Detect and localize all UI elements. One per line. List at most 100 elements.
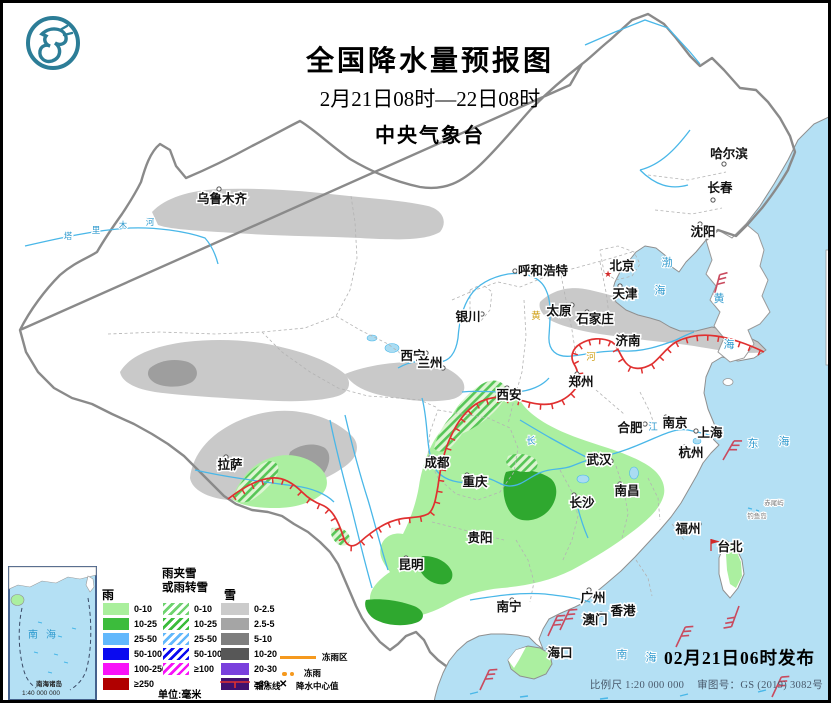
city-label: 济南 <box>615 333 641 348</box>
frost-tick <box>397 519 401 525</box>
frost-tick <box>650 363 656 370</box>
publish-time: 02月21日06时发布 <box>664 648 815 668</box>
legend-sleet-header-1: 雨夹雪 <box>162 568 197 580</box>
city-dot <box>423 350 429 356</box>
city-label: 合肥 <box>617 420 643 435</box>
legend-row: 0-10 <box>163 601 222 616</box>
frost-tick <box>727 338 731 345</box>
city-dot <box>512 268 518 274</box>
national-border <box>18 12 797 667</box>
frost-tick <box>289 484 294 490</box>
frost-tick <box>467 410 473 416</box>
inset-sea-label-2: 海 <box>46 628 56 641</box>
water-label: 长 <box>526 435 536 447</box>
frost-tick <box>588 339 592 346</box>
precip-center-x-symbol: ✕ <box>279 679 288 690</box>
frost-tick <box>570 393 576 399</box>
city-dot <box>479 311 485 317</box>
wind-barb-icon <box>559 608 578 631</box>
lakes <box>366 334 702 484</box>
agency-name: 中央气象台 <box>375 124 485 147</box>
frost-tick <box>618 358 624 363</box>
frost-tick <box>297 491 303 496</box>
legend-row: 50-100 <box>103 646 167 661</box>
legend-swatch <box>163 602 189 615</box>
frost-line <box>227 334 765 547</box>
frost-tick <box>550 403 554 410</box>
taiwan-island <box>718 539 745 599</box>
city-label: 哈尔滨 <box>710 146 748 161</box>
inset-islands <box>29 621 77 674</box>
legend-swatch <box>103 632 129 645</box>
frost-tick <box>612 348 619 353</box>
frost-tick <box>685 337 689 344</box>
freezing-rain-zone-label: 冻雨区 <box>322 652 348 662</box>
city-label: 乌鲁木齐 <box>197 191 248 206</box>
city-dot <box>608 458 614 464</box>
legend-rain-header: 雨 <box>102 588 115 602</box>
legend-range-label: 0-2.5 <box>254 603 275 614</box>
city-label: 呼和浩特 <box>518 263 569 278</box>
frost-line-symbol <box>220 681 250 688</box>
frost-tick <box>377 527 382 533</box>
frost-tick <box>232 494 237 501</box>
frost-tick <box>334 527 341 531</box>
wind-barb-icon <box>723 605 740 629</box>
frost-tick <box>659 356 665 362</box>
legend-range-label: ≥30 <box>254 678 269 689</box>
inset-sea-label-1: 南 <box>28 628 38 641</box>
water-label: 江 <box>648 422 658 433</box>
frost-tick <box>338 537 345 542</box>
inset-islands-label: 南海诸岛 <box>36 679 63 688</box>
legend-row: 2.5-5 <box>221 616 277 631</box>
city-dot <box>663 414 669 420</box>
legend: 雨 雨夹雪 或雨转雪 雪 0-10 10-25 25-50 50-100 100-250… <box>100 560 472 702</box>
legend-row: 20-30 <box>221 661 277 676</box>
sea-river-labels: 渤海黄海东 海南 海塔里木河黄河长江钓鱼岛赤尾屿 <box>63 216 791 665</box>
frost-tick <box>261 479 265 486</box>
city-dot <box>428 454 434 460</box>
rivers <box>24 19 713 603</box>
frost-tick <box>419 516 423 522</box>
frost-tick <box>572 352 578 356</box>
legend-range-label: 10-20 <box>254 648 278 659</box>
water-label: 塔 <box>64 231 73 241</box>
city-dot <box>569 302 575 308</box>
frost-tick <box>506 397 510 404</box>
legend-row: ≥100 <box>163 661 222 676</box>
legend-swatch <box>103 602 129 615</box>
city-dot <box>509 597 515 603</box>
legend-swatch <box>221 647 249 660</box>
wind-barb-shape <box>675 625 694 648</box>
freezing-rain-dots-symbol <box>282 668 297 678</box>
small-islands <box>469 507 767 700</box>
frost-tick <box>577 384 583 388</box>
city-label: 昆明 <box>398 557 423 572</box>
city-dot <box>710 197 716 203</box>
inset-scale: 1:40 000 000 <box>22 690 60 697</box>
scale-text: 比例尺 1:20 000 000 <box>589 680 685 691</box>
frost-tick <box>330 517 337 522</box>
city-label: 南京 <box>662 415 688 430</box>
frost-tick <box>696 335 699 342</box>
city-dot <box>696 521 702 527</box>
map-scale-line: 比例尺 1:20 000 000 审图号：GS (2019) 3082号 <box>580 677 823 692</box>
city-label: 太原 <box>546 303 572 318</box>
cma-dragon-logo <box>26 16 80 70</box>
frost-tick <box>442 458 449 461</box>
city-dot <box>574 371 580 377</box>
legend-row: 10-20 <box>221 646 277 661</box>
legend-row: 10-25 <box>163 616 222 631</box>
legend-range-label: 0-10 <box>194 603 213 614</box>
city-label: 杭州 <box>678 445 703 460</box>
frost-tick <box>578 344 583 350</box>
city-label: 台北 <box>717 539 743 554</box>
legend-range-label: 10-25 <box>194 618 218 629</box>
city-label: 兰州 <box>417 355 442 370</box>
freezing-rain-dot <box>289 671 294 676</box>
frost-tick <box>607 341 612 347</box>
city-dot <box>642 421 648 427</box>
wind-barb-shape <box>559 608 578 631</box>
legend-range-label: 25-50 <box>134 633 158 644</box>
